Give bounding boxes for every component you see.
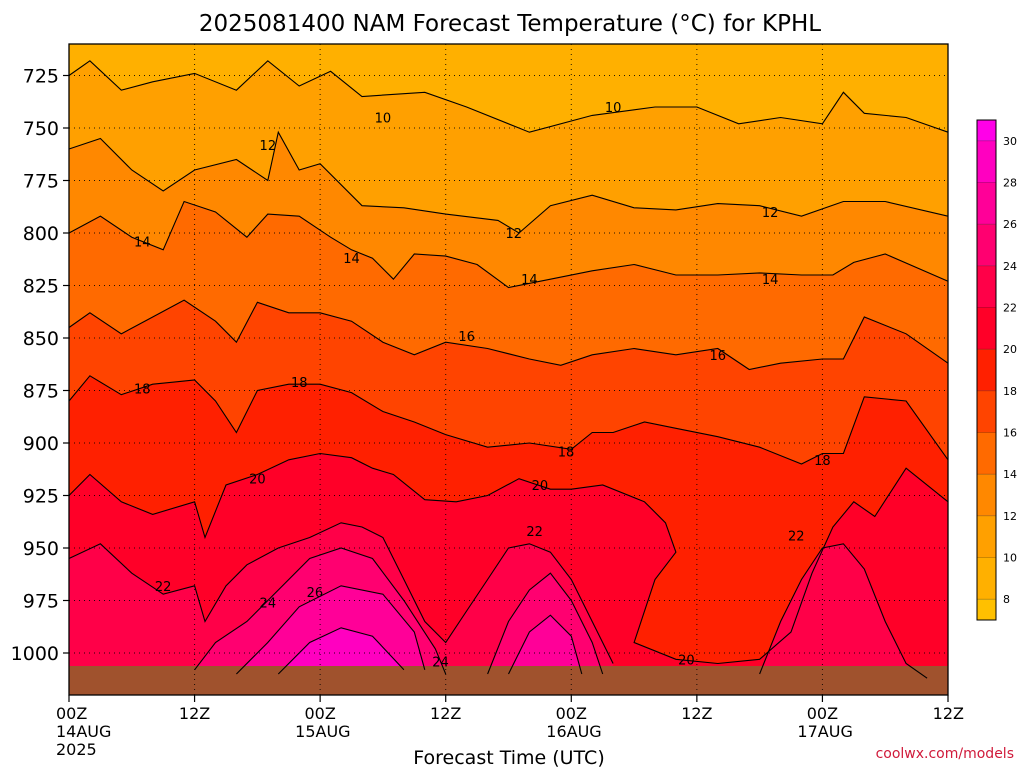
colorbar-swatch xyxy=(977,140,996,183)
contour-label: 18 xyxy=(291,376,308,391)
y-tick-label: 800 xyxy=(23,223,59,245)
colorbar-swatch xyxy=(977,474,996,516)
colorbar-swatch xyxy=(977,307,996,350)
x-year-label: 2025 xyxy=(56,740,97,759)
colorbar-swatch xyxy=(977,432,996,475)
contour-label: 20 xyxy=(249,473,266,488)
colorbar-frame xyxy=(976,119,997,621)
contour-label: 10 xyxy=(375,112,392,127)
x-tick-label: 12Z xyxy=(681,704,712,723)
contour-line-16 xyxy=(68,299,949,371)
y-tick-label: 950 xyxy=(23,538,59,560)
contour-label: 20 xyxy=(532,479,549,494)
x-date-label: 14AUG xyxy=(56,722,111,741)
contour-line-24 xyxy=(194,547,447,675)
x-tick-label: 00Z xyxy=(556,704,587,723)
x-date-label: 17AUG xyxy=(797,722,852,741)
colorbar-swatch xyxy=(977,390,996,433)
plot-frame xyxy=(68,43,949,696)
colorbar-tick-label: 10 xyxy=(1003,552,1017,565)
contour-line-26 xyxy=(508,614,583,675)
colorbar-tick-label: 24 xyxy=(1003,260,1017,273)
y-tick-label: 825 xyxy=(23,276,59,298)
credit-text: coolwx.com/models xyxy=(876,746,1014,762)
contour-line-20 xyxy=(68,452,949,665)
contour-label: 22 xyxy=(788,529,805,544)
contour-label: 14 xyxy=(521,273,538,288)
y-tick-label: 925 xyxy=(23,486,59,508)
contour-line-22 xyxy=(759,543,928,679)
terrain-fill xyxy=(69,666,948,695)
colorbar-swatch xyxy=(977,599,996,620)
colorbar-tick-label: 20 xyxy=(1003,343,1017,356)
colorbar-swatch xyxy=(977,182,996,225)
contour-label: 12 xyxy=(505,227,522,242)
contour-line-10 xyxy=(68,60,949,133)
y-tick-label: 775 xyxy=(23,171,59,193)
x-tick-label: 00Z xyxy=(304,704,335,723)
contour-line-26 xyxy=(236,585,426,675)
x-axis-label: Forecast Time (UTC) xyxy=(413,747,604,768)
colorbar-swatch xyxy=(977,224,996,266)
contour-label: 22 xyxy=(526,525,543,540)
x-tick-label: 12Z xyxy=(933,704,964,723)
contour-line-18 xyxy=(68,375,949,465)
contour-label: 22 xyxy=(155,580,172,595)
contour-label: 20 xyxy=(678,653,695,668)
contour-label: 16 xyxy=(710,349,727,364)
y-tick-label: 1000 xyxy=(11,643,59,665)
contour-label: 24 xyxy=(432,655,449,670)
colorbar-tick-label: 30 xyxy=(1003,135,1017,148)
contour-label: 18 xyxy=(558,445,575,460)
colorbar-swatch xyxy=(977,349,996,391)
x-date-label: 15AUG xyxy=(295,722,350,741)
colorbar-swatch xyxy=(977,557,996,600)
y-tick-label: 900 xyxy=(23,433,59,455)
contour-label: 14 xyxy=(134,235,151,250)
contour-label: 14 xyxy=(343,252,360,267)
contour-label: 12 xyxy=(762,206,779,221)
colorbar-tick-label: 12 xyxy=(1003,510,1017,523)
y-tick-label: 725 xyxy=(23,66,59,88)
y-axis: 725 750 775 800 825 850 875 900 925 950 975 1000 xyxy=(11,66,69,665)
colorbar-swatch xyxy=(977,265,996,308)
chart-title: 2025081400 NAM Forecast Temperature (°C)… xyxy=(199,11,821,37)
y-tick-label: 875 xyxy=(23,381,59,403)
contour-line-24 xyxy=(487,572,604,675)
y-tick-label: 850 xyxy=(23,328,59,350)
colorbar-tick-label: 22 xyxy=(1003,302,1017,315)
colorbar-swatch xyxy=(977,120,996,141)
colorbar-tick-label: 16 xyxy=(1003,427,1017,440)
x-tick-label: 00Z xyxy=(56,704,87,723)
colorbar-tick-label: 28 xyxy=(1003,177,1017,190)
colorbar-swatch xyxy=(977,515,996,558)
contour-label: 18 xyxy=(814,454,831,469)
contour-label: 18 xyxy=(134,382,151,397)
plot-area: 10 10 12 12 12 14 14 14 14 16 16 18 18 18 18 20 20 20 22 22… xyxy=(68,43,949,696)
contour-label: 10 xyxy=(605,101,622,116)
colorbar-tick-label: 14 xyxy=(1003,468,1017,481)
contour-label: 14 xyxy=(762,273,779,288)
contour-line-22 xyxy=(68,522,614,664)
x-date-label: 16AUG xyxy=(546,722,601,741)
contour-label: 12 xyxy=(260,139,277,154)
colorbar-tick-label: 26 xyxy=(1003,218,1017,231)
contour-label: 26 xyxy=(307,586,324,601)
colorbar-tick-label: 18 xyxy=(1003,385,1017,398)
y-tick-label: 750 xyxy=(23,118,59,140)
contour-line-14 xyxy=(68,200,949,289)
colorbar-legend: 8 10 12 14 16 18 20 22 24 26 28 30 xyxy=(976,119,1017,621)
colorbar-tick-label: 8 xyxy=(1003,593,1010,606)
contour-label: 16 xyxy=(458,330,475,345)
x-tick-label: 12Z xyxy=(179,704,210,723)
x-tick-label: 00Z xyxy=(807,704,838,723)
x-tick-label: 12Z xyxy=(430,704,461,723)
contour-label: 24 xyxy=(260,597,277,612)
temperature-band-22 xyxy=(759,543,928,695)
y-tick-label: 975 xyxy=(23,591,59,613)
